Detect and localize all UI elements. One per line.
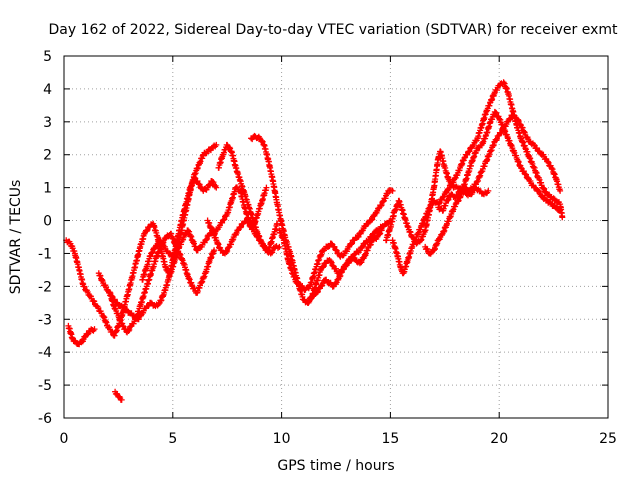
series-track-6 [112, 388, 125, 403]
series-track-5 [139, 141, 220, 283]
series-track-4 [106, 230, 218, 336]
y-tick-label: 1 [43, 181, 52, 197]
series-track-14 [389, 79, 566, 277]
x-tick-label: 10 [273, 431, 291, 447]
x-tick-label: 5 [168, 431, 177, 447]
y-axis-label: SDTVAR / TECUs [8, 180, 24, 295]
series-markers [215, 141, 283, 257]
series-track-9 [211, 184, 270, 237]
y-tick-label: 0 [43, 214, 52, 230]
y-tick-label: -4 [38, 345, 52, 361]
y-tick-label: 3 [43, 115, 52, 131]
x-axis-label: GPS time / hours [277, 458, 394, 474]
series-markers [422, 108, 564, 257]
y-tick-label: 4 [43, 82, 52, 98]
series-track-11 [276, 187, 396, 293]
series-markers [276, 187, 396, 293]
y-tick-label: 5 [43, 49, 52, 65]
plot-frame [63, 55, 609, 419]
chart-title: Day 162 of 2022, Sidereal Day-to-day VTE… [49, 22, 619, 38]
y-tick-label: 2 [43, 148, 52, 164]
series-markers [106, 230, 218, 336]
x-tick-label: 0 [60, 431, 69, 447]
series-track-16 [435, 112, 564, 214]
y-tick-label: -5 [38, 378, 52, 394]
x-tick-label: 20 [490, 431, 508, 447]
y-tick-label: -6 [38, 411, 52, 427]
y-tick-label: -3 [38, 312, 52, 328]
series-markers [139, 141, 220, 283]
series-track-8 [215, 141, 283, 257]
series-markers [435, 112, 564, 214]
y-tick-label: -1 [38, 246, 52, 262]
series-track-2 [65, 322, 98, 348]
series-markers [304, 227, 385, 306]
y-tick-label: -2 [38, 279, 52, 295]
data-points [63, 79, 566, 403]
series-markers [112, 388, 125, 403]
x-tick-label: 25 [599, 431, 617, 447]
axis-ticks: 0 5 10 15 20 25 -6 -5 -4 -3 -2 -1 0 1 2 3 4 5 [38, 49, 617, 447]
x-tick-label: 15 [381, 431, 399, 447]
series-markers [65, 322, 98, 348]
series-track-12 [304, 227, 385, 306]
series-markers [211, 184, 270, 237]
series-track-15 [422, 108, 564, 257]
series-markers [389, 79, 566, 277]
